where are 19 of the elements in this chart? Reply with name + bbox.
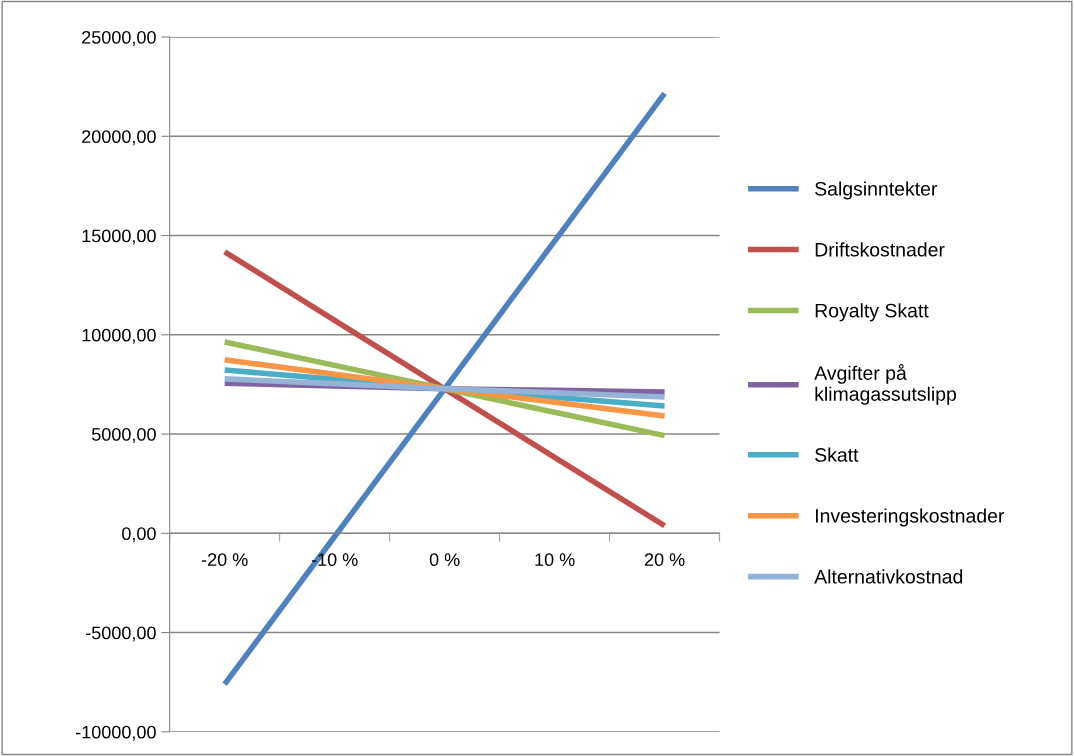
legend-label: Salgsinntekter xyxy=(815,181,938,200)
y-tick-label: -10000,00 xyxy=(75,725,156,741)
y-tick-label: 10000,00 xyxy=(82,328,156,344)
y-tick-label: 20000,00 xyxy=(82,130,156,146)
legend-label: Investeringskostnader xyxy=(815,508,1005,527)
y-tick-label: 25000,00 xyxy=(82,30,156,46)
x-tick-label: -20 % xyxy=(201,553,248,567)
legend-label: Royalty Skatt xyxy=(815,303,929,322)
legend-label: Alternativkostnad xyxy=(814,569,963,584)
y-tick-label: 15000,00 xyxy=(82,229,156,245)
x-tick-label: 10 % xyxy=(535,553,575,567)
legend-label: Driftskostnader xyxy=(815,242,945,257)
y-tick-label: 0,00 xyxy=(122,527,156,543)
legend-label: Avgifter på klimagassutslipp xyxy=(814,364,957,405)
x-tick-label: 0 % xyxy=(429,553,460,567)
legend-label: Skatt xyxy=(815,447,859,462)
y-tick-label: -5000,00 xyxy=(86,626,156,642)
y-tick-label: 5000,00 xyxy=(91,427,156,443)
x-tick-label: 20 % xyxy=(644,553,685,567)
